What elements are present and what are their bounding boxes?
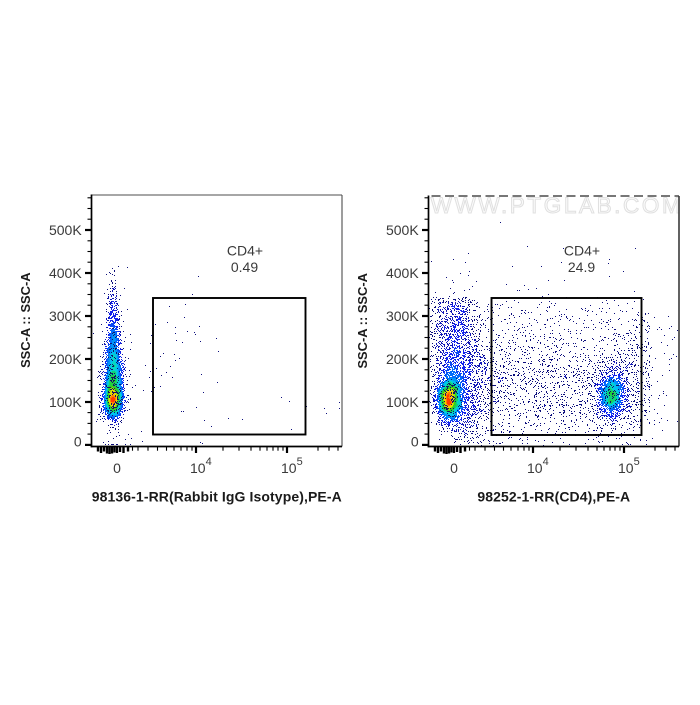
svg-text:SSC-A :: SSC-A: SSC-A :: SSC-A — [355, 273, 370, 368]
svg-text:0: 0 — [74, 434, 82, 450]
svg-text:100K: 100K — [49, 394, 82, 410]
svg-text:0: 0 — [450, 460, 458, 476]
svg-text:200K: 200K — [386, 351, 419, 367]
svg-text:98252-1-RR(CD4),PE-A: 98252-1-RR(CD4),PE-A — [477, 489, 630, 505]
svg-text:400K: 400K — [49, 265, 82, 281]
svg-text:24.9: 24.9 — [568, 259, 595, 275]
svg-text:CD4+: CD4+ — [227, 243, 263, 259]
svg-text:0.49: 0.49 — [231, 259, 258, 275]
svg-text:300K: 300K — [386, 308, 419, 324]
svg-text:500K: 500K — [386, 222, 419, 238]
svg-text:0: 0 — [411, 434, 419, 450]
svg-text:98136-1-RR(Rabbit IgG Isotype): 98136-1-RR(Rabbit IgG Isotype),PE-A — [92, 489, 342, 505]
svg-text:SSC-A :: SSC-A: SSC-A :: SSC-A — [18, 272, 33, 367]
svg-text:400K: 400K — [386, 265, 419, 281]
svg-text:CD4+: CD4+ — [564, 243, 600, 259]
svg-text:500K: 500K — [49, 222, 82, 238]
svg-text:100K: 100K — [386, 394, 419, 410]
svg-text:200K: 200K — [49, 351, 82, 367]
svg-text:300K: 300K — [49, 308, 82, 324]
svg-text:0: 0 — [113, 460, 121, 476]
